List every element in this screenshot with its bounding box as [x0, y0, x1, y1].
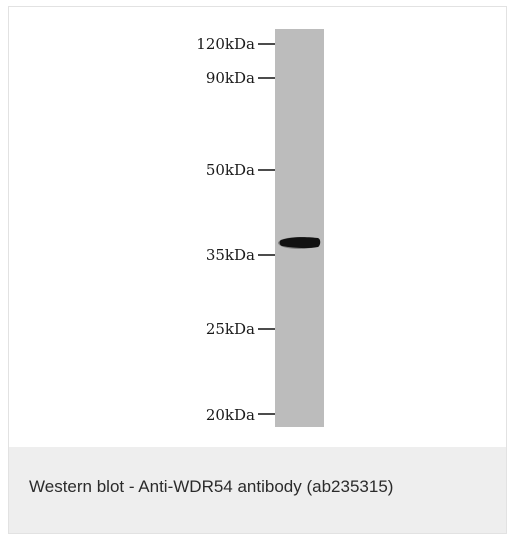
- marker-label-120kda: 120kDa: [196, 35, 255, 53]
- western-blot-figure: 120kDa 90kDa 50kDa 35kDa 25kDa 20kDa: [196, 29, 324, 427]
- protein-band-glow: [278, 237, 320, 249]
- western-blot-image: 120kDa 90kDa 50kDa 35kDa 25kDa 20kDa: [9, 7, 506, 447]
- marker-label-50kda: 50kDa: [206, 161, 255, 179]
- caption-bar: Western blot - Anti-WDR54 antibody (ab23…: [9, 447, 506, 533]
- protein-band: [279, 237, 321, 249]
- marker-label-35kda: 35kDa: [206, 246, 255, 264]
- figure-card: 120kDa 90kDa 50kDa 35kDa 25kDa 20kDa Wes…: [8, 6, 507, 534]
- gel-lane: [275, 29, 324, 427]
- marker-label-25kda: 25kDa: [206, 320, 255, 338]
- marker-label-90kda: 90kDa: [206, 69, 255, 87]
- figure-caption: Western blot - Anti-WDR54 antibody (ab23…: [29, 477, 394, 496]
- marker-label-20kda: 20kDa: [206, 406, 255, 424]
